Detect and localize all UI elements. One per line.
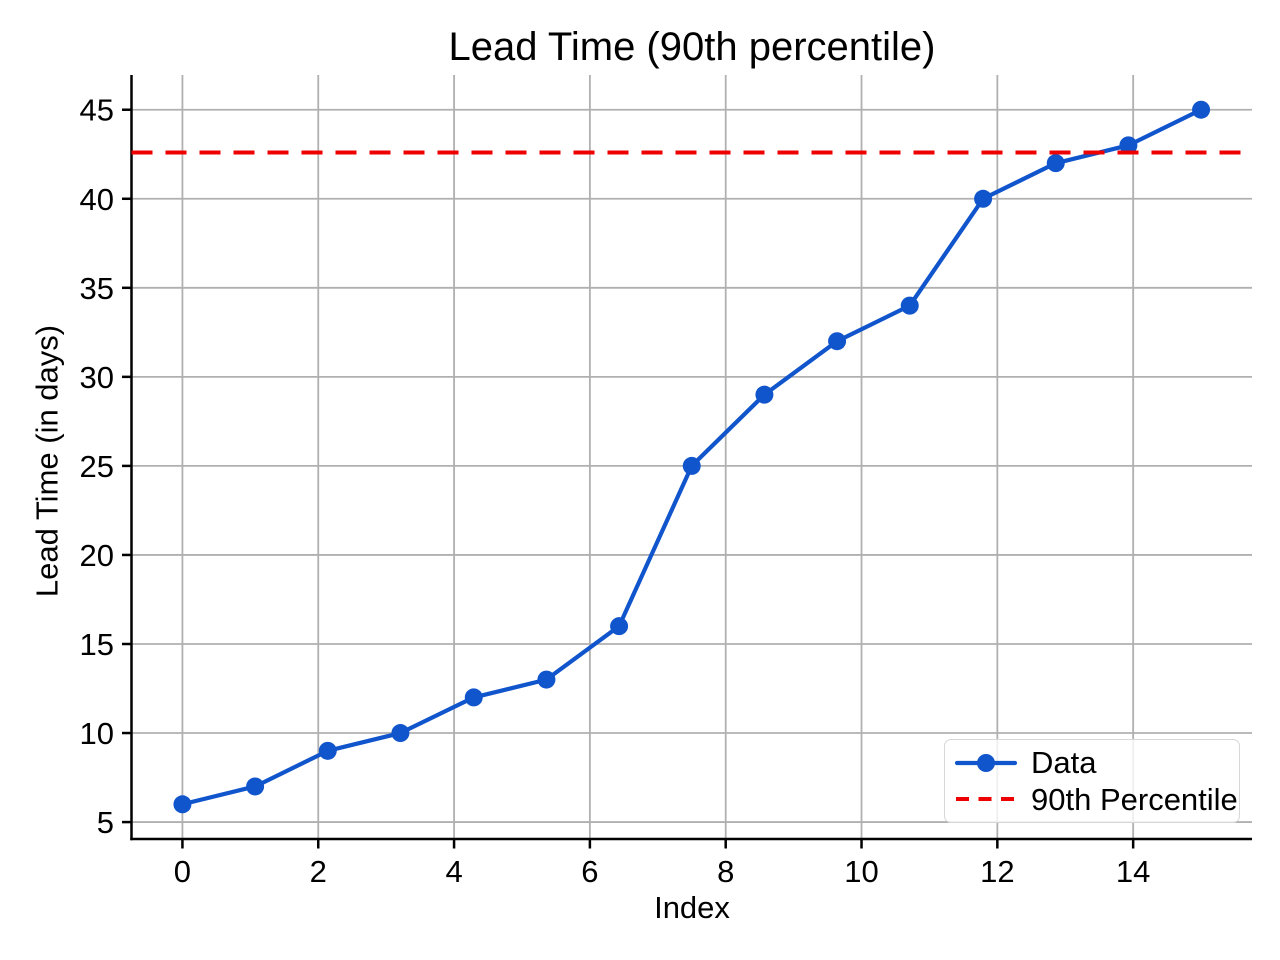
x-tick-label: 4: [445, 854, 462, 889]
x-tick-label: 6: [581, 854, 598, 889]
y-tick-label: 25: [80, 449, 114, 484]
data-point-marker: [974, 189, 993, 208]
data-point-marker: [900, 296, 919, 315]
legend-label-data: Data: [1031, 745, 1097, 781]
x-tick-label: 2: [310, 854, 327, 889]
data-point-marker: [391, 724, 410, 743]
y-tick-label: 10: [80, 716, 114, 751]
x-axis-label: Index: [654, 890, 730, 925]
chart-title: Lead Time (90th percentile): [448, 25, 936, 69]
legend-item-percentile: 90th Percentile: [955, 784, 1238, 815]
data-point-marker: [537, 670, 556, 689]
data-point-marker: [610, 617, 629, 636]
x-tick-label: 12: [980, 854, 1014, 889]
data-point-marker: [173, 795, 192, 814]
x-tick-label: 8: [717, 854, 734, 889]
x-tick-label: 0: [174, 854, 191, 889]
data-point-marker: [828, 332, 847, 351]
y-tick-label: 30: [80, 360, 114, 395]
data-point-marker: [1119, 136, 1138, 155]
data-point-marker: [318, 741, 337, 760]
y-tick-label: 45: [80, 93, 114, 128]
y-tick-label: 40: [80, 182, 114, 217]
data-line-legend-icon: [955, 752, 1017, 774]
percentile-dashed-line-legend-icon: [955, 788, 1017, 810]
data-point-marker: [1192, 100, 1211, 119]
legend: Data 90th Percentile: [944, 739, 1240, 823]
data-point-marker: [464, 688, 483, 707]
y-axis-label: Lead Time (in days): [29, 324, 65, 598]
data-point-marker: [1046, 154, 1065, 173]
data-point-marker: [755, 385, 774, 404]
y-tick-label: 5: [97, 805, 114, 840]
data-marker-sample: [977, 753, 995, 772]
x-tick-label: 14: [1116, 854, 1150, 889]
data-point-marker: [682, 456, 701, 475]
y-tick-label: 20: [80, 538, 114, 573]
x-tick-label: 10: [844, 854, 878, 889]
data-point-marker: [246, 777, 265, 796]
legend-label-percentile: 90th Percentile: [1031, 781, 1238, 817]
y-tick-label: 15: [80, 627, 114, 662]
y-tick-label: 35: [80, 271, 114, 306]
legend-item-data: Data: [955, 747, 1229, 778]
